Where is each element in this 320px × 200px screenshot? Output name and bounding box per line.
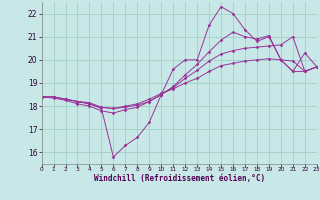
X-axis label: Windchill (Refroidissement éolien,°C): Windchill (Refroidissement éolien,°C): [94, 174, 265, 183]
